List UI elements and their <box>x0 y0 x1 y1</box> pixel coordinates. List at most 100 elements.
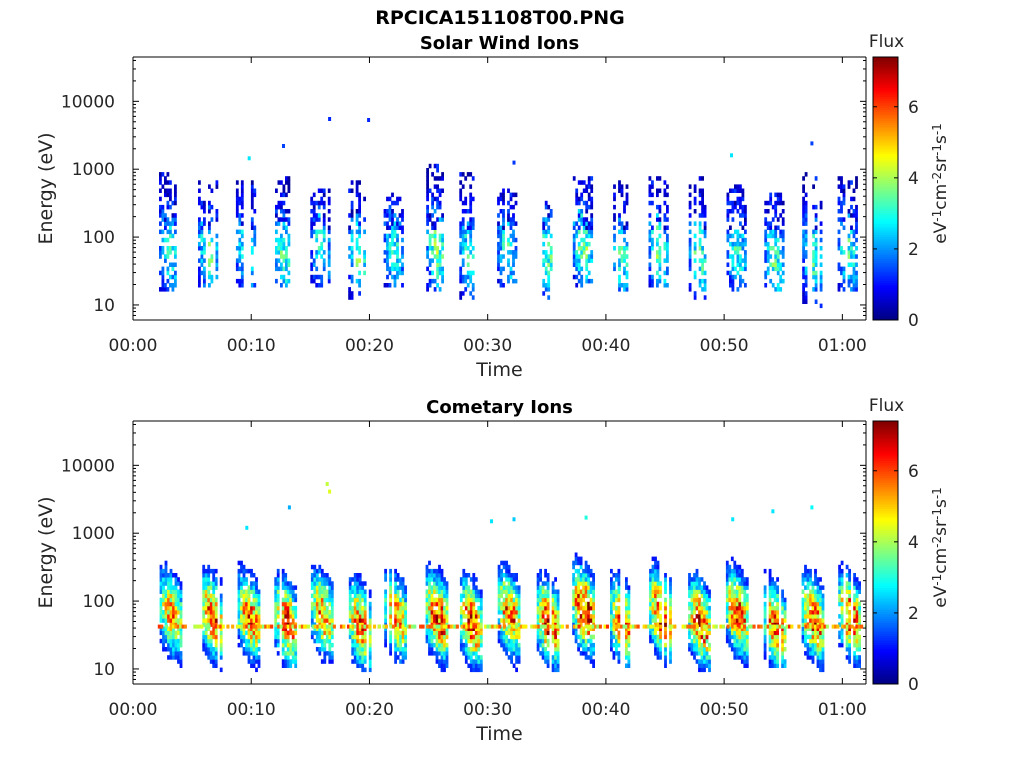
heatmap-cell <box>471 221 475 226</box>
heatmap-cell <box>776 192 780 198</box>
heatmap-cell <box>705 634 709 640</box>
heatmap-cell <box>852 266 856 272</box>
heatmap-cell <box>162 614 165 619</box>
heatmap-cell <box>353 630 357 636</box>
heatmap-cell <box>318 581 322 586</box>
heatmap-cell <box>391 213 394 218</box>
heatmap-cell <box>274 589 278 594</box>
heatmap-cell <box>353 618 357 623</box>
heatmap-cell <box>396 200 399 206</box>
heatmap-cell <box>852 270 856 276</box>
heatmap-cell <box>615 573 618 578</box>
heatmap-cell <box>703 605 706 611</box>
heatmap-cell <box>703 659 706 664</box>
heatmap-cell <box>730 610 734 615</box>
heatmap-cell <box>172 655 175 660</box>
colorbar-segment <box>873 181 898 185</box>
colorbar-segment <box>873 216 898 220</box>
heatmap-cell <box>425 618 429 623</box>
heatmap-cell <box>740 605 744 611</box>
heatmap-cell <box>461 278 465 284</box>
heatmap-cell <box>438 597 441 603</box>
heatmap-cell <box>771 610 774 615</box>
heatmap-cell <box>396 597 400 603</box>
heatmap-cell <box>779 274 783 280</box>
heatmap-cell <box>731 188 735 193</box>
heatmap-cell <box>428 610 431 615</box>
heatmap-cell <box>240 221 244 226</box>
heatmap-cell <box>312 209 316 214</box>
heatmap-cell <box>499 241 503 247</box>
heatmap-cell <box>572 233 576 239</box>
heatmap-cell <box>617 610 621 615</box>
heatmap-cell <box>735 564 739 570</box>
heatmap-cell <box>169 225 172 230</box>
heatmap-cell <box>698 229 702 235</box>
heatmap-cell <box>719 624 723 629</box>
heatmap-cell <box>620 221 624 226</box>
heatmap-cell <box>159 180 162 185</box>
heatmap-cell <box>544 573 547 578</box>
heatmap-cell <box>738 589 742 594</box>
heatmap-cell <box>431 278 434 284</box>
heatmap-cell <box>693 630 696 636</box>
heatmap-cell <box>399 601 402 607</box>
heatmap-cell <box>240 605 243 611</box>
heatmap-cell <box>651 581 655 586</box>
heatmap-cell <box>474 624 478 629</box>
heatmap-cell <box>512 233 515 239</box>
heatmap-cell <box>425 568 429 574</box>
heatmap-cell <box>587 618 590 623</box>
heatmap-cell <box>469 274 473 280</box>
heatmap-cell <box>253 188 257 193</box>
heatmap-cell <box>743 593 747 599</box>
heatmap-cell <box>281 659 285 664</box>
heatmap-cell <box>801 622 805 627</box>
heatmap-cell <box>589 589 593 594</box>
heatmap-cell <box>250 638 253 644</box>
heatmap-cell <box>771 659 774 664</box>
heatmap-cell <box>426 188 429 193</box>
heatmap-cell <box>536 597 540 603</box>
heatmap-cell <box>322 229 326 235</box>
heatmap-cell <box>198 246 201 251</box>
heatmap-cell <box>688 213 692 218</box>
heatmap-cell <box>736 254 740 259</box>
heatmap-cell <box>393 221 397 226</box>
heatmap-cell <box>510 638 513 644</box>
heatmap-cell <box>700 577 704 582</box>
heatmap-cell <box>430 593 434 599</box>
heatmap-cell <box>351 624 355 629</box>
heatmap-cell <box>240 241 244 247</box>
heatmap-cell <box>172 647 175 652</box>
heatmap-cell <box>293 624 297 629</box>
heatmap-cell <box>556 614 560 619</box>
heatmap-cell <box>507 564 511 570</box>
heatmap-cell <box>445 663 449 668</box>
heatmap-cell <box>477 610 481 615</box>
heatmap-cell <box>240 626 243 631</box>
heatmap-cell <box>837 246 841 251</box>
heatmap-cell <box>763 601 767 607</box>
heatmap-cell <box>166 180 170 185</box>
heatmap-cell <box>363 229 366 235</box>
heatmap-cell <box>240 233 244 239</box>
heatmap-cell <box>764 217 768 222</box>
heatmap-cell <box>358 581 362 586</box>
heatmap-cell <box>651 225 654 230</box>
heatmap-cell <box>730 593 734 599</box>
heatmap-cell <box>219 614 223 619</box>
heatmap-cell <box>462 601 466 607</box>
heatmap-cell <box>553 624 557 629</box>
heatmap-cell <box>669 642 672 648</box>
heatmap-cell <box>471 176 475 181</box>
heatmap-cell <box>242 601 246 607</box>
heatmap-cell <box>771 655 774 660</box>
heatmap-cell <box>726 262 730 267</box>
heatmap-cell <box>404 618 407 623</box>
heatmap-cell <box>361 597 365 603</box>
heatmap-cell <box>703 614 706 619</box>
heatmap-cell <box>212 581 216 586</box>
heatmap-cell <box>161 283 165 288</box>
heatmap-cell <box>664 642 667 648</box>
